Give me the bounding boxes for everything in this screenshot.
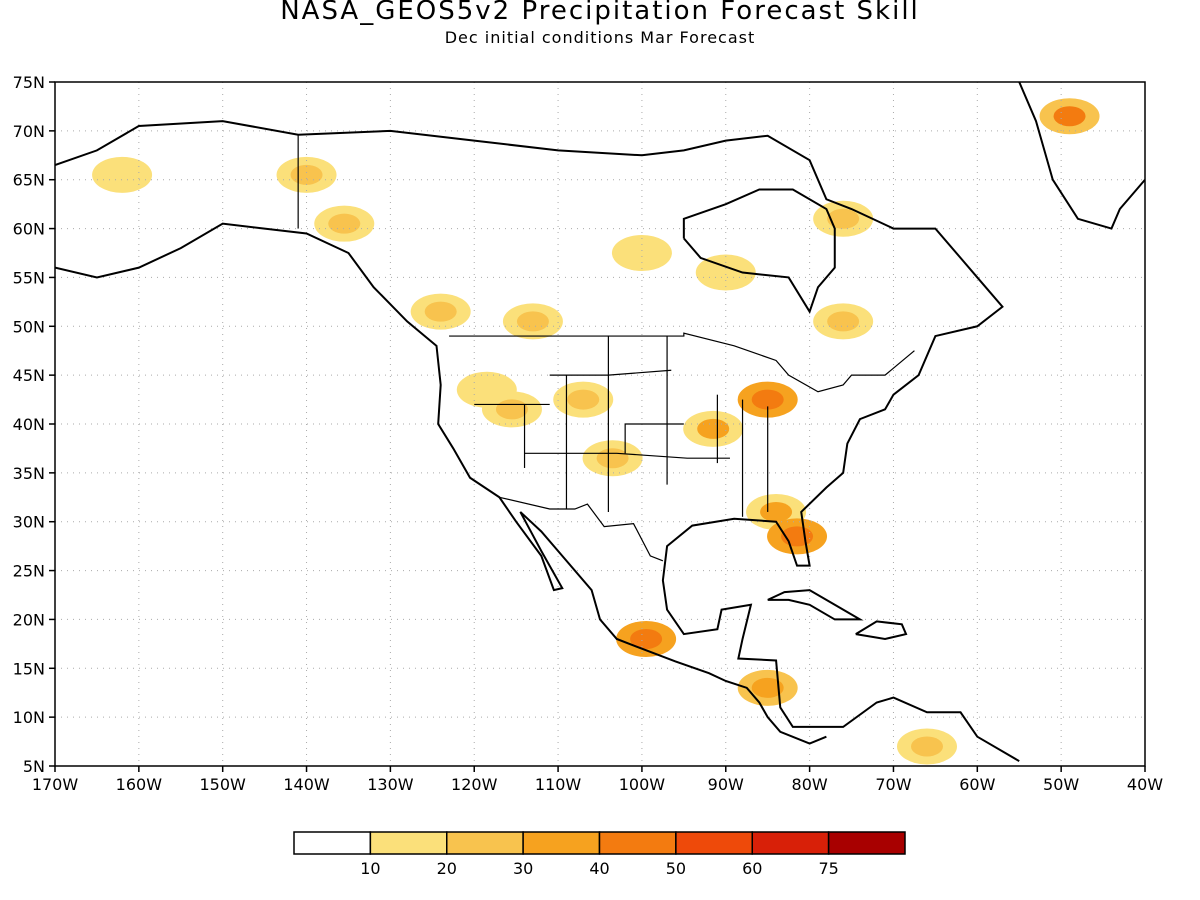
colorbar-swatch xyxy=(598,831,677,855)
skill-patch-outer xyxy=(695,254,756,291)
border-line xyxy=(549,369,672,376)
gridlines xyxy=(55,82,1145,766)
colorbar-label: 30 xyxy=(513,859,533,878)
skill-patch-core xyxy=(827,208,860,229)
skill-patch-core xyxy=(516,311,549,332)
lat-tick-label: 25N xyxy=(13,562,45,581)
colorbar-swatch xyxy=(675,831,753,855)
lat-tick-label: 55N xyxy=(13,268,45,287)
lon-tick-label: 110W xyxy=(535,775,582,794)
lon-tick-label: 80W xyxy=(792,775,828,794)
colorbar-label: 10 xyxy=(360,859,380,878)
colorbar-label: 60 xyxy=(742,859,762,878)
lon-tick-label: 160W xyxy=(116,775,163,794)
map-frame xyxy=(54,81,1146,767)
skill-patch-core xyxy=(630,628,663,649)
colorbar: 10 20 30 40 50 60 75 xyxy=(293,831,906,878)
lon-tick-label: 90W xyxy=(708,775,744,794)
map-title: NASA_GEOS5v2 Precipitation Forecast Skil… xyxy=(280,0,920,26)
colorbar-label: 50 xyxy=(666,859,686,878)
skill-patch-core xyxy=(567,389,600,410)
border-line xyxy=(524,452,730,459)
lat-tick-label: 35N xyxy=(13,464,45,483)
lat-tick-label: 45N xyxy=(13,366,45,385)
skill-patch-core xyxy=(827,311,860,332)
map-subtitle: Dec initial conditions Mar Forecast xyxy=(444,28,756,47)
skill-patch-core xyxy=(290,164,323,185)
skill-patch-core xyxy=(751,389,784,410)
lat-tick-label: 65N xyxy=(13,171,45,190)
colorbar-swatch xyxy=(369,831,448,855)
skill-patch-core xyxy=(697,418,730,439)
border-line xyxy=(624,423,684,454)
colorbar-label: 75 xyxy=(818,859,838,878)
colorbar-swatch xyxy=(446,831,524,855)
coastline-segment xyxy=(55,222,827,745)
colorbar-swatch xyxy=(751,831,830,855)
border-line xyxy=(499,496,664,562)
lat-tick-label: 30N xyxy=(13,513,45,532)
skill-patch-core xyxy=(495,399,528,420)
coastlines xyxy=(55,82,1145,762)
skill-patch-core xyxy=(751,677,784,698)
skill-fill-layer xyxy=(92,98,1100,765)
colorbar-label: 20 xyxy=(437,859,457,878)
skill-patch-core xyxy=(760,501,793,522)
lon-tick-label: 140W xyxy=(283,775,330,794)
lon-tick-label: 120W xyxy=(451,775,498,794)
colorbar-swatch xyxy=(293,831,372,855)
lat-tick-label: 50N xyxy=(13,317,45,336)
colorbar-swatch xyxy=(827,831,906,855)
skill-patch-outer xyxy=(92,156,153,193)
coastline-segment xyxy=(55,120,1020,762)
lon-tick-label: 150W xyxy=(200,775,247,794)
skill-patch-core xyxy=(328,213,361,234)
lat-tick-label: 20N xyxy=(13,610,45,629)
lat-tick-label: 5N xyxy=(23,757,45,776)
skill-patch-outer xyxy=(611,235,672,271)
skill-patch-core xyxy=(424,301,457,322)
lon-tick-label: 170W xyxy=(32,775,79,794)
skill-patch-core xyxy=(596,448,629,469)
skill-patch-core xyxy=(1053,106,1086,127)
coastline-segment xyxy=(1018,82,1145,230)
skill-patch-core xyxy=(911,736,943,757)
colorbar-label: 40 xyxy=(589,859,609,878)
lat-tick-label: 75N xyxy=(13,73,45,92)
lat-tick-label: 15N xyxy=(13,659,45,678)
lon-tick-label: 100W xyxy=(619,775,666,794)
lat-tick-label: 70N xyxy=(13,122,45,141)
lon-tick-label: 70W xyxy=(875,775,911,794)
coastline-segment xyxy=(682,188,836,314)
lat-tick-label: 10N xyxy=(13,708,45,727)
lon-tick-label: 60W xyxy=(959,775,995,794)
lon-tick-label: 40W xyxy=(1127,775,1163,794)
lon-tick-label: 130W xyxy=(367,775,414,794)
axis-ticks: 170W 160W 150W 140W 130W 120W 110W 100W 90W 80W 70… xyxy=(13,73,1164,794)
colorbar-swatch xyxy=(522,831,601,855)
coastline-segment xyxy=(767,589,864,621)
lon-tick-label: 50W xyxy=(1043,775,1079,794)
coastline-segment xyxy=(855,620,908,640)
lat-tick-label: 40N xyxy=(13,415,45,434)
lat-tick-label: 60N xyxy=(13,220,45,239)
border-line xyxy=(449,332,915,393)
